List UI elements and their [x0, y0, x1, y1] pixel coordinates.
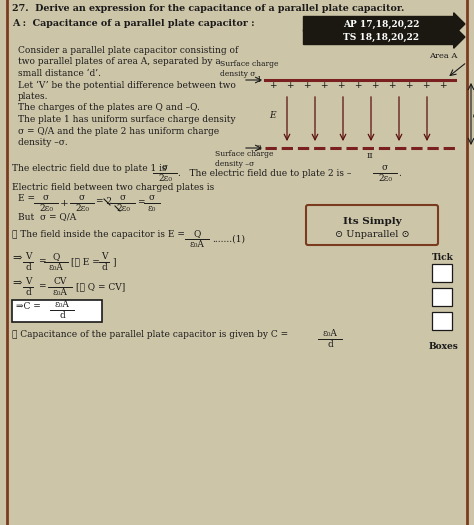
- Text: Electric field between two charged plates is: Electric field between two charged plate…: [12, 183, 214, 192]
- Text: +: +: [60, 198, 69, 207]
- FancyBboxPatch shape: [306, 205, 438, 245]
- Text: = 2: = 2: [96, 196, 112, 205]
- Text: Boxes: Boxes: [428, 342, 458, 351]
- Text: The electric field due to plate 1 is: The electric field due to plate 1 is: [12, 164, 167, 173]
- Text: +: +: [388, 81, 396, 90]
- Text: The charges of the plates are Q and –Q.: The charges of the plates are Q and –Q.: [18, 103, 200, 112]
- Text: +: +: [354, 81, 362, 90]
- Text: V: V: [25, 252, 31, 261]
- Text: Q: Q: [193, 229, 201, 238]
- Text: E =: E =: [18, 194, 35, 203]
- Text: ]: ]: [112, 257, 116, 267]
- Text: σ: σ: [43, 193, 49, 202]
- Text: ⊙ Unparallel ⊙: ⊙ Unparallel ⊙: [335, 230, 410, 239]
- Text: +: +: [303, 81, 311, 90]
- Text: ε₀: ε₀: [148, 204, 156, 213]
- Text: ∴ Capacitance of the parallel plate capacitor is given by C =: ∴ Capacitance of the parallel plate capa…: [12, 330, 288, 339]
- Text: E: E: [269, 111, 275, 120]
- Text: density –σ.: density –σ.: [18, 138, 68, 147]
- Bar: [432, 288, 452, 306]
- Text: d: d: [59, 311, 65, 320]
- Text: 2ε₀: 2ε₀: [75, 204, 89, 213]
- Text: +: +: [371, 81, 379, 90]
- Bar: [432, 264, 452, 282]
- Text: d: d: [473, 111, 474, 120]
- Text: σ: σ: [120, 193, 126, 202]
- Bar: [432, 312, 452, 330]
- Text: V: V: [25, 277, 31, 286]
- Text: Surface charge: Surface charge: [220, 60, 279, 68]
- Text: ε₀A: ε₀A: [190, 240, 204, 249]
- Text: plates.: plates.: [18, 92, 48, 101]
- Text: ε₀A: ε₀A: [48, 263, 64, 272]
- Text: 2ε₀: 2ε₀: [116, 204, 130, 213]
- Bar: [12, 300, 102, 322]
- Text: 27.  Derive an expression for the capacitance of a parallel plate capacitor.: 27. Derive an expression for the capacit…: [12, 4, 404, 13]
- Text: +: +: [286, 81, 294, 90]
- Text: small distance ‘d’.: small distance ‘d’.: [18, 69, 101, 78]
- Text: 2ε₀: 2ε₀: [39, 204, 53, 213]
- Text: Let ‘V’ be the potential difference between two: Let ‘V’ be the potential difference betw…: [18, 80, 236, 90]
- Text: 2: 2: [256, 144, 261, 152]
- Text: +: +: [269, 81, 277, 90]
- Text: ε₀A: ε₀A: [323, 329, 337, 338]
- Text: Consider a parallel plate capacitor consisting of: Consider a parallel plate capacitor cons…: [18, 46, 238, 55]
- Text: 2ε₀: 2ε₀: [158, 174, 172, 183]
- Text: d: d: [25, 263, 31, 272]
- Text: Q: Q: [52, 252, 60, 261]
- Text: AP 17,18,20,22: AP 17,18,20,22: [343, 19, 419, 28]
- Text: +: +: [405, 81, 413, 90]
- Text: ⇒: ⇒: [12, 253, 21, 263]
- Text: TS 18,18,20,22: TS 18,18,20,22: [343, 33, 419, 41]
- Text: =: =: [38, 257, 46, 267]
- Text: The plate 1 has uniform surface charge density: The plate 1 has uniform surface charge d…: [18, 115, 236, 124]
- Text: d: d: [101, 263, 107, 272]
- Text: But  σ = Q/A: But σ = Q/A: [18, 212, 76, 221]
- Text: Area A: Area A: [429, 52, 457, 60]
- Text: .   The electric field due to plate 2 is –: . The electric field due to plate 2 is –: [178, 169, 351, 178]
- Text: =: =: [137, 198, 145, 207]
- Text: ε₀A: ε₀A: [55, 300, 69, 309]
- Text: II: II: [366, 152, 374, 160]
- Text: ⇒C =: ⇒C =: [16, 302, 41, 311]
- Text: density σ: density σ: [220, 70, 255, 78]
- Text: +: +: [439, 81, 447, 90]
- Text: Its Simply: Its Simply: [343, 217, 401, 226]
- Text: +: +: [320, 81, 328, 90]
- Text: +: +: [422, 81, 430, 90]
- Text: ⇒: ⇒: [12, 278, 21, 288]
- FancyBboxPatch shape: [303, 26, 465, 48]
- Text: σ = Q/A and the plate 2 has uniform charge: σ = Q/A and the plate 2 has uniform char…: [18, 127, 219, 135]
- Text: two parallel plates of area A, separated by a: two parallel plates of area A, separated…: [18, 58, 221, 67]
- Text: =: =: [38, 282, 46, 291]
- Text: density –σ: density –σ: [215, 160, 254, 168]
- Text: ε₀A: ε₀A: [53, 288, 67, 297]
- Text: .......(1): .......(1): [212, 235, 245, 244]
- Text: V: V: [101, 252, 107, 261]
- Text: Tick: Tick: [432, 253, 454, 262]
- Text: 1: 1: [256, 76, 261, 84]
- Text: ∴ The field inside the capacitor is E =: ∴ The field inside the capacitor is E =: [12, 230, 185, 239]
- Text: [∵ Q = CV]: [∵ Q = CV]: [76, 282, 125, 291]
- Text: [∴ E =: [∴ E =: [71, 257, 100, 267]
- Text: σ: σ: [382, 163, 388, 172]
- Text: d: d: [25, 288, 31, 297]
- Text: Surface charge: Surface charge: [215, 150, 273, 158]
- Text: σ: σ: [79, 193, 85, 202]
- Text: d: d: [327, 340, 333, 349]
- Text: +: +: [337, 81, 345, 90]
- Text: CV: CV: [53, 277, 67, 286]
- Text: σ: σ: [149, 193, 155, 202]
- Text: A :  Capacitance of a parallel plate capacitor :: A : Capacitance of a parallel plate capa…: [12, 19, 255, 28]
- Text: .: .: [398, 169, 401, 178]
- Text: σ: σ: [162, 163, 168, 172]
- FancyBboxPatch shape: [303, 13, 465, 35]
- Text: 2ε₀: 2ε₀: [378, 174, 392, 183]
